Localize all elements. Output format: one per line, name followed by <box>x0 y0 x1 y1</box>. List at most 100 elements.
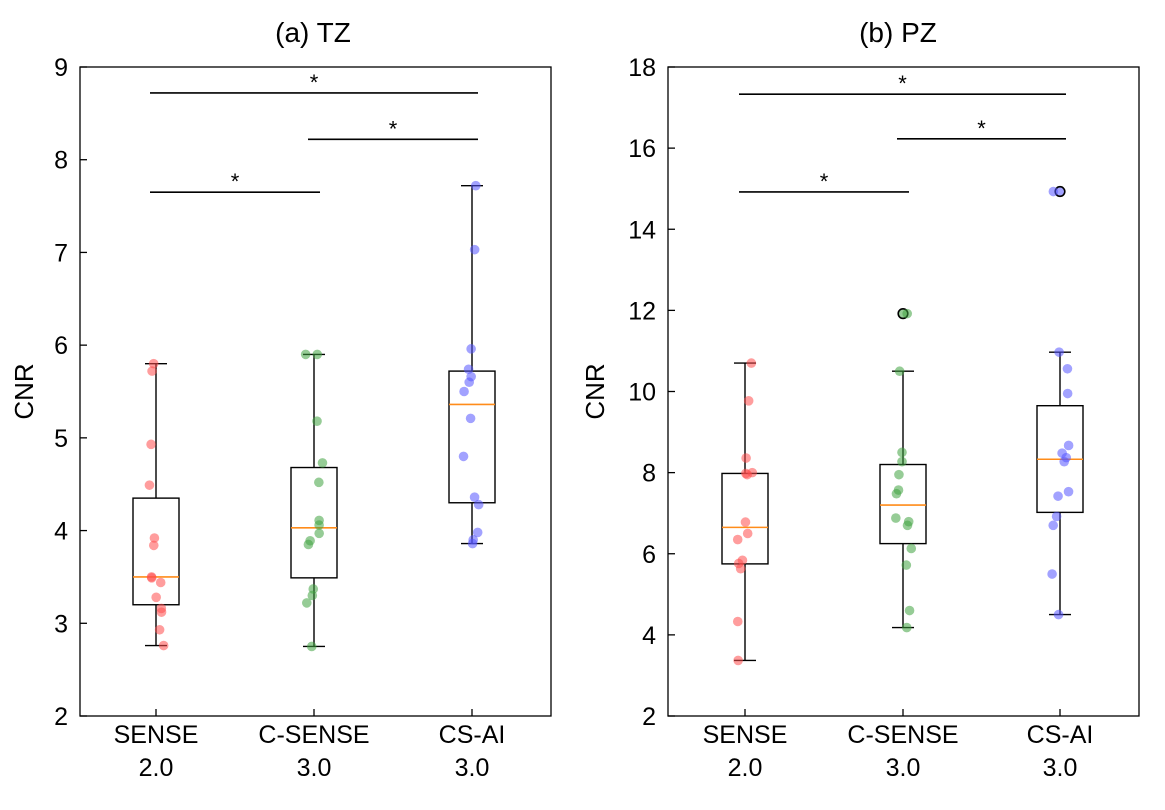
y-tick-label: 6 <box>54 332 68 360</box>
data-point <box>312 349 323 360</box>
data-point <box>312 416 322 426</box>
data-point <box>894 366 905 377</box>
significance-marker: * <box>310 70 319 95</box>
data-point <box>469 244 480 255</box>
data-point <box>1048 520 1059 531</box>
data-point <box>732 534 743 545</box>
panel-a: (a) TZ CNR 2 3 4 5 6 7 8 9 SENSE 2.0 C-SENSE 3.0 CS-AI… <box>9 17 552 782</box>
data-point <box>1053 609 1064 620</box>
data-point <box>314 520 324 530</box>
y-tick-label: 12 <box>628 297 656 325</box>
data-point <box>904 605 915 616</box>
x-tick-label-line2: 2.0 <box>728 754 763 782</box>
data-point <box>901 560 912 570</box>
data-point <box>301 598 312 608</box>
significance-marker: * <box>820 169 829 194</box>
data-point <box>464 377 474 388</box>
data-point <box>741 453 751 463</box>
data-point <box>746 358 757 368</box>
panel-b: (b) PZ CNR 2 4 6 8 10 12 14 16 18 SENSE 2.0 C-SENSE 3.… <box>580 17 1140 782</box>
data-point <box>307 590 318 601</box>
data-point <box>897 447 907 458</box>
data-point <box>154 624 165 635</box>
y-axis-label: CNR <box>9 363 39 419</box>
data-point <box>463 364 474 375</box>
data-point <box>742 528 753 539</box>
data-point <box>897 456 907 467</box>
data-point <box>149 533 160 543</box>
y-tick-label: 8 <box>642 460 656 488</box>
data-point <box>151 592 161 603</box>
significance-marker: * <box>231 169 240 194</box>
data-point <box>902 520 913 531</box>
significance-marker: * <box>898 71 907 96</box>
data-point <box>465 413 476 424</box>
data-point <box>732 616 743 627</box>
y-tick-label: 2 <box>54 703 68 731</box>
y-tick-label: 14 <box>628 216 656 244</box>
data-point <box>300 349 311 360</box>
data-point <box>146 573 157 583</box>
data-point <box>742 469 753 480</box>
y-tick-label: 10 <box>628 379 656 407</box>
panel-title: (b) PZ <box>859 17 937 48</box>
data-point <box>473 499 484 510</box>
box <box>290 466 338 579</box>
data-point <box>894 469 904 480</box>
y-tick-label: 4 <box>642 622 656 650</box>
data-point <box>891 513 901 523</box>
data-point <box>146 439 156 450</box>
plot-frame <box>79 66 552 717</box>
data-point <box>147 366 157 376</box>
x-tick-label-line2: 3.0 <box>886 754 921 782</box>
data-point <box>906 543 917 554</box>
data-point <box>1054 347 1064 357</box>
data-point <box>1047 569 1057 579</box>
x-tick-label-line2: 3.0 <box>297 754 332 782</box>
panel-title: (a) TZ <box>275 17 351 48</box>
data-point <box>743 396 754 406</box>
y-tick-label: 16 <box>628 135 656 163</box>
y-tick-label: 4 <box>54 518 68 546</box>
data-point <box>466 344 476 354</box>
data-point <box>144 480 155 490</box>
data-point <box>735 563 746 574</box>
x-tick-label-line2: 2.0 <box>139 754 174 782</box>
x-tick-label: SENSE <box>703 721 788 749</box>
data-point <box>1063 440 1074 451</box>
box <box>448 370 496 504</box>
data-point <box>891 488 902 499</box>
data-point <box>902 308 913 319</box>
y-tick-label: 6 <box>642 541 656 569</box>
data-point <box>148 540 159 551</box>
x-tick-label-line2: 3.0 <box>1043 754 1078 782</box>
data-point <box>306 641 317 652</box>
x-tick-label: C-SENSE <box>847 721 958 749</box>
y-axis-label: CNR <box>580 363 610 419</box>
data-point <box>472 527 483 538</box>
data-point <box>459 386 469 397</box>
data-point <box>1059 456 1070 467</box>
data-point <box>740 517 751 527</box>
data-point <box>458 451 469 462</box>
data-point <box>1053 491 1063 501</box>
data-point <box>1051 511 1062 522</box>
y-tick-label: 18 <box>628 54 656 82</box>
data-point <box>733 655 743 666</box>
data-point <box>1063 486 1074 497</box>
data-point <box>467 538 478 549</box>
y-tick-label: 8 <box>54 147 68 175</box>
y-tick-label: 5 <box>54 425 68 453</box>
data-point <box>1048 186 1059 197</box>
y-tick-label: 2 <box>642 703 656 731</box>
data-point <box>314 477 324 488</box>
y-tick-label: 9 <box>54 54 68 82</box>
x-tick-label: SENSE <box>114 721 199 749</box>
data-point <box>470 180 481 191</box>
data-point <box>317 458 328 468</box>
significance-marker: * <box>389 116 398 141</box>
data-point <box>155 577 166 588</box>
x-tick-label: CS-AI <box>1027 721 1094 749</box>
x-tick-label: CS-AI <box>439 721 506 749</box>
